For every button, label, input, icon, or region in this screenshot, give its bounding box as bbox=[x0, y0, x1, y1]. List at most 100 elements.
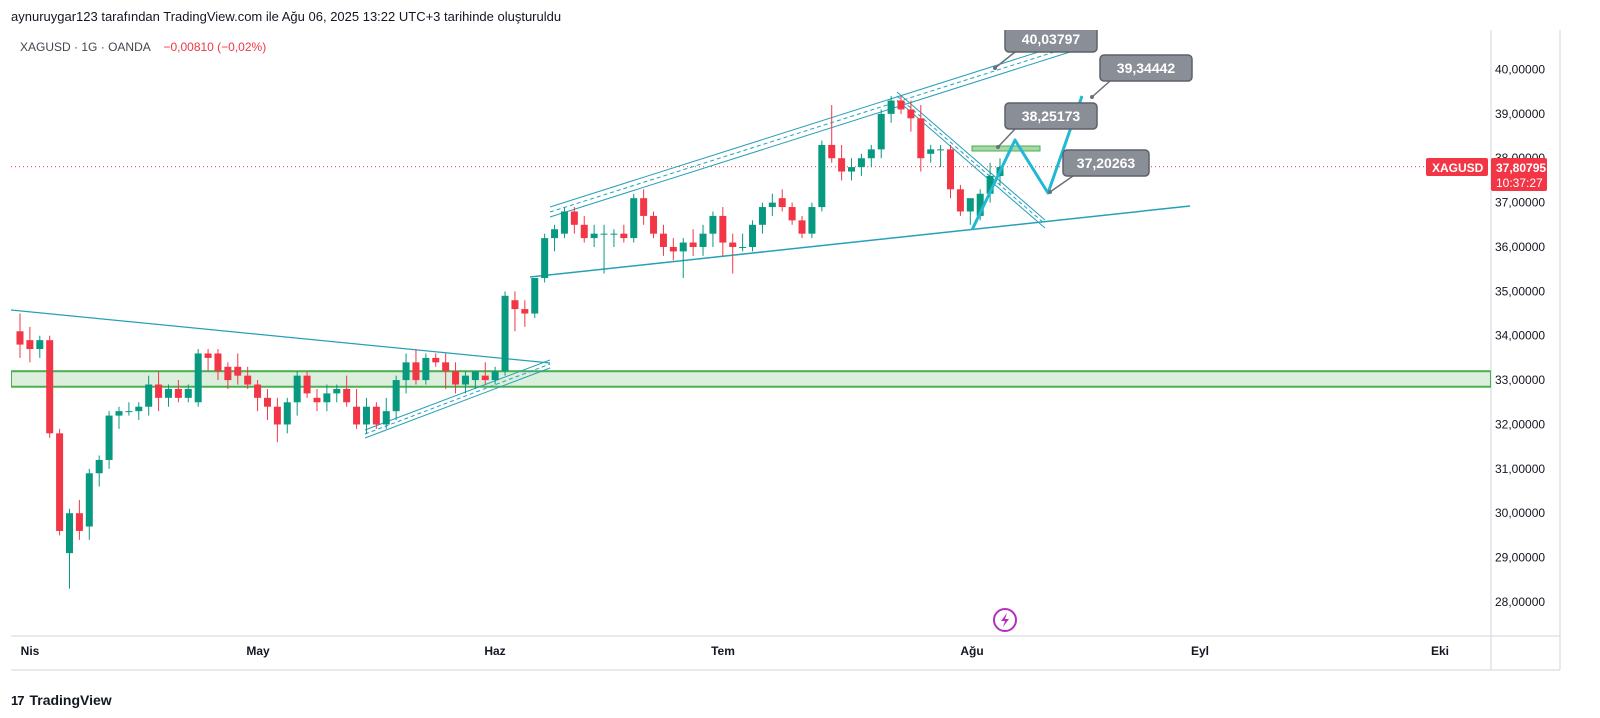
price-tag-countdown: 10:37:27 bbox=[1496, 176, 1543, 190]
price-tag: XAGUSD 37,80795 10:37:27 bbox=[1426, 158, 1547, 191]
candle-body bbox=[818, 144, 826, 208]
candle-body bbox=[323, 393, 331, 403]
price-tick-label: 30,00000 bbox=[1495, 506, 1545, 520]
candle-body bbox=[412, 362, 420, 381]
candle-body bbox=[788, 207, 796, 221]
plot-area[interactable]: 40,03797 39,34442 38,25173 37,20263 bbox=[11, 26, 1491, 589]
candle-body bbox=[224, 366, 232, 381]
support-trendline[interactable] bbox=[529, 205, 1191, 278]
callout-label: 40,03797 bbox=[1022, 31, 1081, 47]
candle-body bbox=[313, 397, 321, 403]
price-tick-label: 29,00000 bbox=[1495, 551, 1545, 565]
target-zone[interactable] bbox=[971, 145, 1041, 152]
time-tick-label: Nis bbox=[21, 644, 40, 658]
time-axis[interactable]: Nis May Haz Tem Ağu Eyl Eki bbox=[21, 644, 1449, 658]
price-callout[interactable]: 38,25173 bbox=[996, 102, 1098, 149]
legend-symbol: XAGUSD bbox=[20, 40, 71, 54]
callout-box bbox=[1099, 54, 1193, 82]
price-axis[interactable]: 40,0000039,0000038,0000037,0000036,00000… bbox=[1495, 63, 1545, 609]
candle-body bbox=[164, 388, 172, 398]
candle-body bbox=[570, 211, 578, 225]
candle-body bbox=[56, 433, 64, 531]
callout-pointer bbox=[1091, 80, 1111, 98]
candle-body bbox=[392, 380, 400, 412]
candle-body bbox=[105, 415, 113, 460]
callout-box bbox=[1062, 149, 1150, 177]
drawings[interactable]: 40,03797 39,34442 38,25173 37,20263 bbox=[970, 26, 1193, 231]
price-callout[interactable]: 40,03797 bbox=[993, 26, 1098, 70]
candle-body bbox=[461, 375, 469, 385]
rising-channel-top bbox=[549, 41, 1071, 208]
candle-body bbox=[155, 384, 163, 398]
candle-body bbox=[808, 207, 816, 234]
candle-body bbox=[16, 331, 24, 345]
candle-body bbox=[214, 353, 222, 372]
price-tick-label: 39,00000 bbox=[1495, 107, 1545, 121]
candle-body bbox=[85, 473, 93, 527]
brand-name: TradingView bbox=[29, 692, 112, 708]
tv-logo-icon: 17 bbox=[11, 692, 25, 708]
candle-body bbox=[422, 357, 430, 381]
candle-body bbox=[26, 340, 34, 350]
candle-body bbox=[739, 246, 747, 248]
candle-body bbox=[95, 459, 103, 474]
trendlines[interactable] bbox=[11, 41, 1191, 439]
candle-body bbox=[749, 224, 757, 247]
price-tick-label: 28,00000 bbox=[1495, 595, 1545, 609]
attribution-text: aynuruygar123 tarafından TradingView.com… bbox=[11, 9, 562, 24]
candle-body bbox=[204, 353, 212, 358]
candle-body bbox=[976, 193, 984, 216]
price-tick-label: 31,00000 bbox=[1495, 462, 1545, 476]
candle-body bbox=[917, 118, 925, 159]
candle-body bbox=[432, 357, 440, 363]
callout-box bbox=[1004, 102, 1098, 130]
legend-change: −0,00810 (−0,02%) bbox=[163, 40, 267, 54]
candle-body bbox=[966, 198, 974, 212]
symbol-legend[interactable]: XAGUSD · 1G · OANDA −0,00810 (−0,02%) bbox=[20, 40, 266, 54]
candle-body bbox=[867, 149, 875, 159]
candle-body bbox=[729, 242, 737, 247]
price-tick-label: 34,00000 bbox=[1495, 329, 1545, 343]
legend-interval: 1G bbox=[81, 40, 98, 54]
candle-body bbox=[135, 406, 143, 412]
time-tick-label: Ağu bbox=[960, 644, 983, 658]
lightning-icon[interactable] bbox=[993, 608, 1017, 632]
tradingview-logo[interactable]: 17 TradingView bbox=[11, 692, 112, 708]
candle-body bbox=[600, 233, 608, 235]
candle-body bbox=[689, 242, 697, 247]
resistance-trendline[interactable] bbox=[11, 309, 551, 364]
price-callout[interactable]: 39,34442 bbox=[1090, 54, 1193, 99]
candle-body bbox=[471, 371, 479, 381]
candle-body bbox=[254, 384, 262, 398]
support-zone[interactable] bbox=[11, 370, 1491, 388]
candle-body bbox=[491, 371, 499, 381]
legend-separator: · bbox=[74, 40, 82, 54]
callout-pointer bbox=[997, 128, 1016, 148]
candle-body bbox=[65, 513, 73, 554]
candle-body bbox=[234, 366, 242, 376]
candle-body bbox=[293, 375, 301, 403]
candle-body bbox=[650, 215, 658, 234]
price-tick-label: 37,00000 bbox=[1495, 196, 1545, 210]
time-tick-label: Haz bbox=[484, 644, 505, 658]
candle-body bbox=[758, 207, 766, 225]
candle-body bbox=[719, 215, 727, 243]
rising-channel[interactable] bbox=[549, 41, 1071, 218]
candle-body bbox=[580, 224, 588, 239]
candle-body bbox=[521, 309, 529, 314]
lower-channel-mid bbox=[364, 363, 551, 435]
callout-anchor bbox=[1048, 190, 1052, 194]
projection-path[interactable] bbox=[970, 95, 1084, 231]
candle-body bbox=[244, 375, 252, 385]
price-callout[interactable]: 37,20263 bbox=[1048, 149, 1150, 194]
price-tick-label: 40,00000 bbox=[1495, 63, 1545, 77]
time-tick-label: May bbox=[246, 644, 270, 658]
candle-body bbox=[897, 100, 905, 110]
candle-body bbox=[956, 189, 964, 212]
candle-body bbox=[353, 406, 361, 425]
candle-body bbox=[452, 371, 460, 385]
candle-body bbox=[640, 198, 648, 216]
candle-body bbox=[620, 233, 628, 239]
callout-pointer bbox=[1049, 175, 1074, 193]
